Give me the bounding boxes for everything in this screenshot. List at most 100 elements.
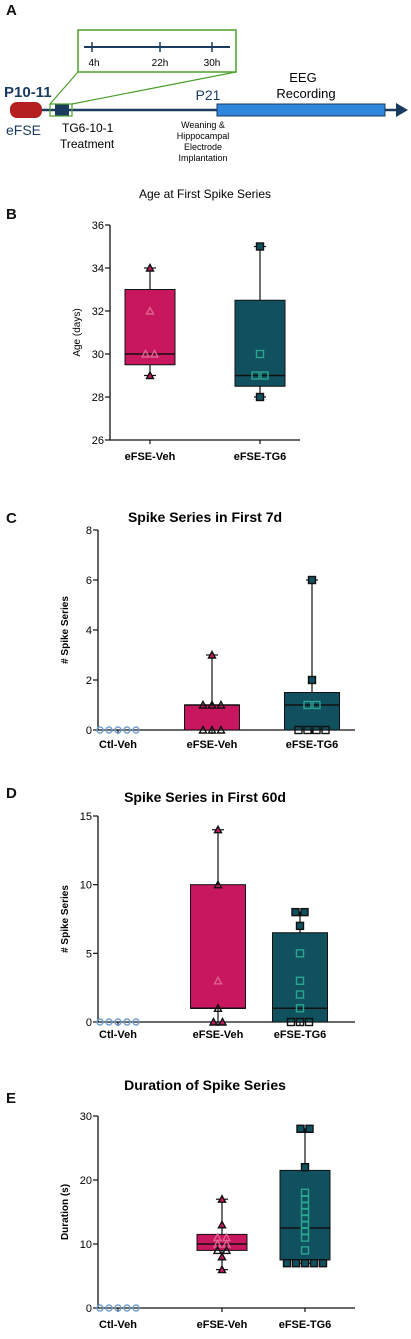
efse-label: eFSE <box>6 122 41 138</box>
data-point <box>140 349 151 358</box>
x-category-label: eFSE-TG6 <box>274 1029 327 1040</box>
data-point <box>294 725 303 735</box>
inset-tick-label: 4h <box>88 58 99 69</box>
data-point <box>213 1003 223 1012</box>
data-point <box>105 1018 113 1026</box>
y-tick-label: 26 <box>92 435 104 447</box>
data-point <box>217 1219 227 1229</box>
data-point <box>295 1017 305 1027</box>
data-point <box>123 1018 131 1026</box>
data-point <box>217 1264 227 1274</box>
eeg-bar <box>216 103 386 117</box>
data-point <box>123 1304 131 1312</box>
treatment-label: TG6-10-1 <box>62 121 114 135</box>
data-point <box>312 725 321 735</box>
series-ctl-veh <box>96 1018 140 1026</box>
y-tick-label: 28 <box>92 392 104 404</box>
box <box>190 884 246 1009</box>
data-point <box>307 575 317 585</box>
box <box>124 289 176 366</box>
panel-letter-b: B <box>6 206 17 223</box>
data-point <box>207 650 217 659</box>
x-category-label: eFSE-TG6 <box>286 739 339 750</box>
p21-note-line: Weaning & <box>181 120 225 130</box>
y-tick-label: 0 <box>86 1017 92 1029</box>
data-point <box>221 1245 232 1255</box>
series-efse-veh <box>124 263 176 380</box>
data-point <box>198 700 208 709</box>
data-point <box>217 1194 227 1203</box>
data-point <box>207 725 217 734</box>
data-point <box>123 726 131 734</box>
data-point <box>255 349 265 359</box>
treatment-inset <box>77 29 237 73</box>
y-tick-label: 10 <box>80 1239 92 1251</box>
y-axis-label: # Spike Series <box>60 885 71 953</box>
p21-label: P21 <box>196 87 221 103</box>
chart-spike-series-60d: Spike Series in First 60d 0 5 10 15 # Spike S… <box>60 789 355 1040</box>
series-efse-veh <box>184 650 240 734</box>
data-point <box>295 990 305 999</box>
eeg-label: EEG <box>289 70 316 85</box>
data-point <box>291 907 300 917</box>
data-point <box>260 371 269 380</box>
y-tick-label: 34 <box>92 263 104 275</box>
treatment-block <box>55 104 69 116</box>
x-category-label: eFSE-TG6 <box>234 451 287 463</box>
x-category-label: eFSE-Veh <box>197 1319 248 1331</box>
data-point <box>217 1251 227 1261</box>
y-tick-label: 8 <box>86 525 92 537</box>
data-point <box>149 349 160 358</box>
chart-age-first-spike: Age at First Spike Series 26 28 30 32 34 36 Age… <box>72 187 300 463</box>
panel-letter-c: C <box>6 510 17 527</box>
data-point <box>213 879 223 889</box>
y-axis-label: Age (days) <box>72 308 83 356</box>
box <box>196 1233 248 1251</box>
chart-title: Spike Series in First 60d <box>124 789 286 805</box>
x-category-label: Ctl-Veh <box>99 1029 137 1040</box>
x-category-label: eFSE-Veh <box>187 739 238 750</box>
data-point <box>145 306 155 315</box>
series-efse-tg6 <box>284 575 340 735</box>
y-tick-label: 10 <box>80 880 92 892</box>
data-point <box>300 1162 310 1172</box>
timeline-arrowhead <box>396 103 408 117</box>
data-point <box>296 1124 305 1133</box>
x-category-label: Ctl-Veh <box>99 739 137 750</box>
data-point <box>145 370 155 380</box>
data-point <box>309 1258 319 1268</box>
box <box>284 692 340 731</box>
data-point <box>312 700 321 710</box>
panel-letter-a: A <box>6 2 17 19</box>
y-tick-label: 32 <box>92 306 104 318</box>
data-point <box>282 1258 292 1268</box>
y-tick-label: 4 <box>86 625 92 637</box>
data-point <box>145 263 155 272</box>
series-efse-veh <box>190 824 246 1026</box>
data-point <box>300 1258 310 1268</box>
x-category-label: Ctl-Veh <box>99 1319 137 1331</box>
data-point <box>295 949 305 958</box>
data-point <box>114 1018 122 1026</box>
y-tick-label: 5 <box>86 948 92 960</box>
p21-note-line: Electrode <box>184 142 222 152</box>
data-point <box>114 1304 122 1312</box>
data-point <box>255 242 265 251</box>
data-point <box>291 1258 301 1268</box>
data-point <box>286 1017 296 1027</box>
inset-tick-label: 22h <box>152 58 169 69</box>
chart-title: Age at First Spike Series <box>139 187 271 201</box>
eeg-label-2: Recording <box>276 86 335 101</box>
p10-label: P10-11 <box>4 84 52 101</box>
data-point <box>132 726 140 734</box>
chart-duration-spike-series: Duration of Spike Series 0 10 20 30 Duration … <box>60 1077 355 1331</box>
data-point <box>304 1017 314 1027</box>
series-ctl-veh <box>96 726 140 734</box>
chart-title: Duration of Spike Series <box>124 1077 286 1093</box>
y-axis-label: Duration (s) <box>60 1184 71 1240</box>
data-point <box>198 725 208 734</box>
y-tick-label: 20 <box>80 1175 92 1187</box>
data-point <box>216 700 226 709</box>
y-tick-label: 30 <box>92 349 104 361</box>
series-ctl-veh <box>96 1304 140 1312</box>
